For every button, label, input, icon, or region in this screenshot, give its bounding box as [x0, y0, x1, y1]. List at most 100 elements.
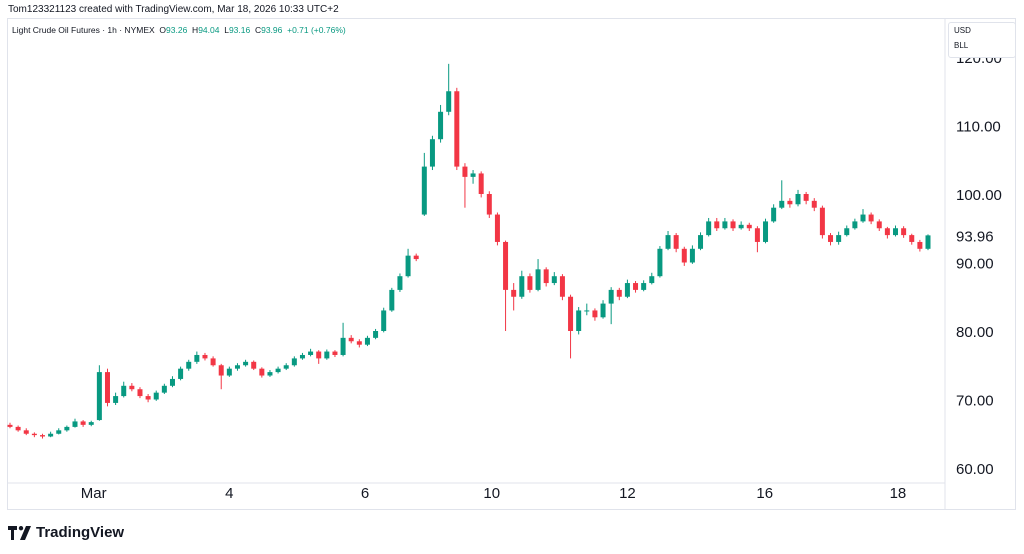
candle-body — [730, 221, 736, 229]
candle-body — [413, 255, 419, 260]
candle-body — [348, 337, 354, 342]
candle-body — [535, 269, 541, 290]
candle-body — [161, 385, 167, 393]
time-tick-label: 6 — [361, 485, 369, 502]
candle-body — [503, 241, 509, 290]
candle-body — [153, 392, 159, 400]
candle-body — [324, 351, 330, 359]
candle-body — [706, 221, 712, 236]
candle-body — [673, 235, 679, 249]
candle-body — [56, 430, 62, 434]
candle-body — [584, 310, 590, 312]
close-label: C — [254, 25, 262, 35]
candle-body — [893, 228, 899, 236]
candle-body — [665, 235, 671, 249]
candle-body — [754, 228, 760, 242]
candle-body — [519, 276, 525, 297]
unit-label[interactable]: BLL — [954, 41, 969, 50]
time-tick-label: 12 — [619, 485, 636, 502]
candle-body — [186, 361, 192, 369]
tradingview-logo: TradingView — [8, 524, 124, 541]
candle-body — [291, 358, 297, 366]
candle-body — [88, 422, 94, 425]
currency-unit-menu[interactable]: USD BLL — [948, 22, 1016, 58]
candle-body — [746, 224, 752, 229]
candle-body — [559, 276, 565, 297]
candle-body — [876, 221, 882, 229]
candle-body — [909, 235, 915, 242]
candle-body — [405, 255, 411, 277]
candle-body — [145, 396, 151, 400]
candle-body — [283, 365, 289, 369]
candle-body — [689, 248, 695, 263]
candle-body — [868, 214, 874, 222]
candle-body — [202, 354, 208, 359]
candle-body — [714, 221, 720, 229]
price-tick-label: 80.00 — [956, 324, 994, 341]
candle-body — [299, 354, 305, 359]
candle-body — [373, 331, 379, 338]
candle-body — [681, 248, 687, 263]
candle-body — [7, 424, 13, 427]
candle-body — [844, 228, 850, 236]
price-tick-label: 70.00 — [956, 393, 994, 410]
candle-body — [543, 269, 549, 284]
price-tick-label: 100.00 — [956, 187, 1002, 204]
candle-body — [486, 194, 492, 215]
candle-body — [600, 303, 606, 318]
candle-body — [340, 337, 346, 355]
time-tick-label: 4 — [225, 485, 233, 502]
candle-body — [608, 289, 614, 304]
candle-body — [275, 368, 281, 373]
symbol-legend: Light Crude Oil Futures · 1h · NYMEX O93… — [12, 25, 346, 35]
low-label: L — [224, 25, 229, 35]
price-tick-label: 90.00 — [956, 256, 994, 273]
time-tick-label: 18 — [890, 485, 907, 502]
candle-body — [478, 173, 484, 194]
candle-body — [251, 361, 257, 369]
candle-body — [259, 368, 265, 376]
candle-body — [738, 224, 744, 229]
price-tick-label: 60.00 — [956, 461, 994, 478]
candle-body — [641, 283, 647, 290]
change-value: +0.71 (+0.76%) — [287, 25, 346, 35]
candle-body — [803, 194, 809, 201]
candle-body — [96, 372, 102, 421]
candle-body — [568, 296, 574, 331]
candle-body — [511, 289, 517, 297]
candle-body — [592, 310, 598, 318]
candle-body — [884, 228, 890, 236]
candle-body — [616, 289, 622, 297]
candle-body — [218, 365, 224, 376]
candle-body — [446, 91, 452, 112]
time-tick-label: 16 — [756, 485, 773, 502]
candle-body — [356, 341, 362, 345]
candle-body — [129, 385, 135, 390]
candle-body — [470, 173, 476, 177]
candle-body — [121, 385, 127, 397]
low-value: 93.16 — [228, 25, 251, 35]
candle-body — [243, 361, 249, 366]
currency-label[interactable]: USD — [954, 26, 971, 35]
candle-body — [178, 368, 184, 379]
candle-body — [901, 228, 907, 236]
candle-body — [332, 351, 338, 355]
candle-body — [210, 358, 216, 366]
candle-body — [657, 248, 663, 277]
candle-body — [39, 435, 45, 437]
candle-body — [72, 421, 78, 427]
candle-body — [649, 276, 655, 284]
candle-body — [31, 433, 37, 436]
candle-body — [421, 166, 427, 215]
high-value: 94.04 — [198, 25, 220, 35]
candle-body — [80, 421, 86, 425]
high-label: H — [192, 25, 199, 35]
candle-body — [194, 354, 200, 362]
candle-body — [226, 368, 232, 376]
candle-body — [494, 214, 500, 242]
candle-body — [576, 310, 582, 331]
candle-body — [819, 207, 825, 236]
candle-body — [308, 351, 314, 355]
candle-body — [381, 310, 387, 331]
